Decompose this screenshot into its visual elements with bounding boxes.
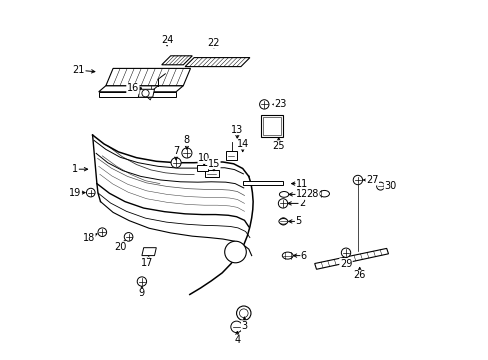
Polygon shape	[138, 89, 154, 97]
Ellipse shape	[279, 192, 288, 197]
Text: 1: 1	[72, 164, 78, 174]
Polygon shape	[204, 170, 218, 177]
Ellipse shape	[282, 252, 292, 259]
Text: 10: 10	[198, 153, 210, 163]
Text: 21: 21	[73, 65, 85, 75]
Text: 16: 16	[126, 83, 139, 93]
Text: 27: 27	[366, 175, 378, 185]
Text: 29: 29	[339, 258, 351, 269]
Text: 7: 7	[173, 146, 179, 156]
Text: 4: 4	[234, 335, 240, 345]
Text: 5: 5	[295, 216, 301, 226]
Text: 19: 19	[69, 188, 81, 198]
Circle shape	[224, 241, 246, 263]
Text: 20: 20	[114, 242, 126, 252]
Circle shape	[171, 158, 181, 168]
Text: 9: 9	[139, 288, 144, 298]
Text: 23: 23	[274, 99, 286, 109]
Circle shape	[376, 182, 384, 190]
Polygon shape	[197, 165, 208, 171]
Circle shape	[341, 248, 350, 257]
Polygon shape	[142, 248, 156, 256]
Circle shape	[236, 306, 250, 320]
Circle shape	[142, 90, 149, 97]
Text: 13: 13	[231, 125, 243, 135]
Text: 22: 22	[207, 38, 220, 48]
Text: 24: 24	[161, 35, 173, 45]
Polygon shape	[226, 151, 236, 160]
Ellipse shape	[319, 190, 329, 197]
Polygon shape	[261, 115, 282, 137]
Text: 17: 17	[141, 258, 153, 268]
Polygon shape	[314, 248, 387, 269]
Polygon shape	[185, 58, 249, 67]
Text: 8: 8	[183, 135, 189, 145]
Circle shape	[239, 309, 247, 318]
Text: 30: 30	[384, 181, 396, 191]
Text: 15: 15	[207, 159, 220, 169]
Text: 14: 14	[236, 139, 248, 149]
Polygon shape	[242, 181, 283, 185]
Circle shape	[137, 277, 146, 286]
Circle shape	[86, 188, 95, 197]
Circle shape	[230, 321, 242, 333]
Text: 6: 6	[300, 251, 306, 261]
Polygon shape	[99, 92, 176, 97]
Ellipse shape	[278, 219, 287, 224]
Circle shape	[278, 199, 287, 208]
Circle shape	[98, 228, 106, 237]
Circle shape	[352, 175, 362, 185]
Circle shape	[259, 100, 268, 109]
Text: 25: 25	[272, 141, 285, 151]
Circle shape	[279, 218, 286, 225]
Text: 3: 3	[241, 321, 247, 331]
Circle shape	[124, 233, 133, 241]
Polygon shape	[106, 68, 190, 86]
Polygon shape	[263, 117, 280, 135]
Text: 18: 18	[82, 233, 95, 243]
Text: 2: 2	[298, 198, 305, 208]
Text: 11: 11	[295, 179, 307, 189]
Text: 28: 28	[306, 189, 319, 199]
Text: 12: 12	[295, 189, 307, 199]
Polygon shape	[162, 56, 192, 65]
Polygon shape	[99, 86, 183, 92]
Circle shape	[182, 148, 192, 158]
Text: 26: 26	[353, 270, 365, 280]
